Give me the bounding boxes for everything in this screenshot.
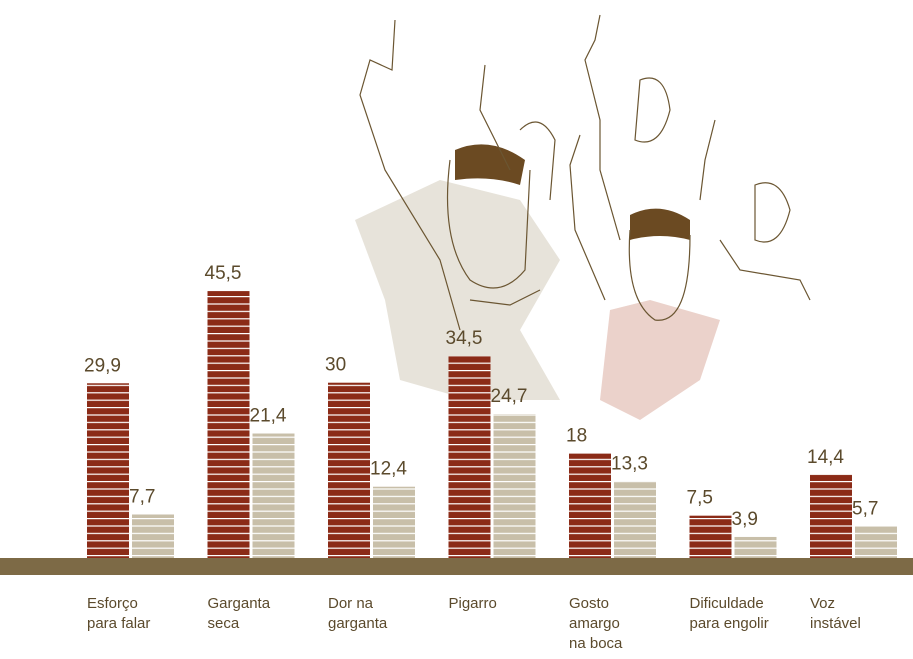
category-label: Dor na garganta	[328, 595, 388, 632]
value-label: 5,7	[852, 498, 878, 519]
category-label: Garganta seca	[207, 595, 271, 632]
bar-stripes	[614, 481, 656, 560]
value-label: 45,5	[205, 263, 242, 284]
value-label: 21,4	[250, 406, 287, 427]
bar-stripes	[87, 383, 129, 560]
bar-stripes	[207, 291, 250, 560]
bar-stripes	[810, 474, 852, 560]
bar-stripes	[448, 356, 491, 560]
bar-stripes	[328, 382, 370, 560]
value-label: 29,9	[84, 355, 121, 376]
bar-stripes	[689, 515, 732, 560]
category-label: Gosto amargo na boca	[569, 595, 623, 652]
bar-stripes	[569, 453, 611, 560]
value-label: 7,5	[687, 488, 713, 509]
bar-stripes	[493, 414, 536, 560]
illustration	[355, 14, 811, 420]
bar-stripes	[252, 433, 295, 560]
value-label: 34,5	[446, 328, 483, 349]
bar-stripes	[855, 526, 897, 560]
value-label: 7,7	[129, 486, 155, 507]
bar-stripes	[132, 514, 174, 560]
bar-stripes	[734, 536, 777, 560]
value-label: 3,9	[732, 509, 758, 530]
bar-stripes	[373, 486, 415, 560]
value-label: 14,4	[807, 447, 844, 468]
category-label: Dificuldade para engolir	[689, 595, 769, 632]
category-label: Esforço para falar	[87, 595, 151, 632]
value-label: 13,3	[611, 453, 648, 474]
value-label: 18	[566, 426, 587, 447]
value-label: 12,4	[370, 459, 407, 480]
category-label: Pigarro	[448, 595, 497, 612]
value-label: 30	[325, 355, 346, 376]
value-label: 24,7	[491, 386, 528, 407]
ground	[0, 558, 913, 575]
category-label: Voz instável	[810, 595, 861, 632]
